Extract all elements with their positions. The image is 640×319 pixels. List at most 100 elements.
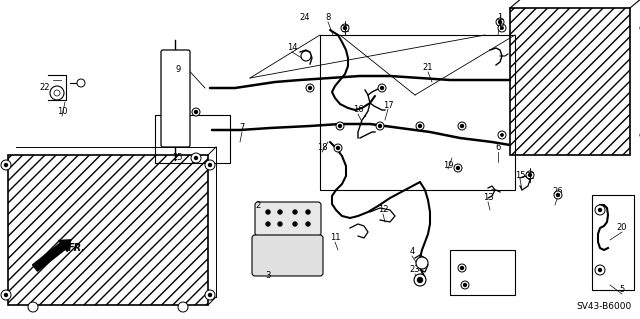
Circle shape [306, 210, 310, 214]
Circle shape [378, 84, 386, 92]
Circle shape [499, 20, 502, 24]
Text: 4: 4 [410, 248, 415, 256]
Circle shape [337, 146, 339, 150]
Circle shape [50, 86, 64, 100]
Circle shape [463, 284, 467, 286]
Text: 24: 24 [300, 13, 310, 23]
FancyBboxPatch shape [161, 50, 190, 147]
Text: 3: 3 [266, 271, 271, 279]
Circle shape [500, 134, 503, 136]
Circle shape [381, 86, 383, 90]
Circle shape [456, 167, 460, 169]
Circle shape [598, 209, 602, 211]
FancyBboxPatch shape [255, 202, 321, 236]
Circle shape [496, 18, 504, 26]
Circle shape [336, 122, 344, 130]
Text: 10: 10 [57, 108, 67, 116]
Circle shape [278, 222, 282, 226]
Circle shape [191, 153, 201, 163]
Circle shape [339, 124, 342, 128]
Text: SV43-B6000: SV43-B6000 [577, 302, 632, 311]
Circle shape [376, 122, 384, 130]
Text: 2: 2 [255, 201, 260, 210]
Bar [450, 250, 515, 295]
Circle shape [526, 171, 534, 179]
Text: FR.: FR. [68, 243, 86, 253]
Circle shape [454, 164, 462, 172]
Circle shape [458, 122, 466, 130]
Circle shape [595, 205, 605, 215]
Circle shape [458, 264, 466, 272]
Circle shape [1, 290, 11, 300]
Circle shape [598, 269, 602, 271]
Circle shape [192, 108, 200, 116]
Circle shape [498, 24, 506, 32]
Bar [592, 195, 634, 290]
Circle shape [278, 210, 282, 214]
Circle shape [344, 26, 346, 29]
Text: 8: 8 [325, 13, 331, 23]
Text: 7: 7 [239, 123, 244, 132]
Text: 5: 5 [620, 286, 625, 294]
Circle shape [293, 210, 297, 214]
Circle shape [205, 290, 215, 300]
Circle shape [557, 194, 559, 197]
Text: 9: 9 [175, 65, 180, 75]
Circle shape [595, 265, 605, 275]
Circle shape [414, 274, 426, 286]
Text: 17: 17 [383, 100, 394, 109]
Circle shape [195, 110, 198, 114]
Text: 15: 15 [515, 170, 525, 180]
Circle shape [498, 131, 506, 139]
Circle shape [1, 160, 11, 170]
Bar [320, 35, 515, 190]
Circle shape [301, 51, 311, 61]
Bar [510, 8, 630, 155]
Circle shape [554, 191, 562, 199]
Text: 21: 21 [423, 63, 433, 72]
Circle shape [209, 293, 211, 296]
Text: 1: 1 [497, 13, 502, 23]
Bar [8, 155, 208, 305]
Circle shape [416, 122, 424, 130]
Text: 19: 19 [443, 160, 453, 169]
Text: 13: 13 [483, 194, 493, 203]
Circle shape [419, 124, 422, 128]
Circle shape [308, 86, 312, 90]
Circle shape [461, 124, 463, 128]
FancyArrow shape [33, 240, 71, 271]
Text: 20: 20 [617, 224, 627, 233]
Circle shape [461, 281, 469, 289]
Circle shape [266, 210, 270, 214]
Circle shape [4, 293, 8, 296]
Circle shape [378, 124, 381, 128]
Circle shape [334, 144, 342, 152]
Text: 22: 22 [40, 84, 51, 93]
Text: 26: 26 [553, 188, 563, 197]
Circle shape [209, 164, 211, 167]
Circle shape [416, 257, 428, 269]
Text: 11: 11 [330, 234, 340, 242]
Circle shape [178, 302, 188, 312]
Circle shape [293, 222, 297, 226]
Text: 6: 6 [495, 144, 500, 152]
Circle shape [529, 174, 531, 176]
Text: 25: 25 [173, 153, 183, 162]
Circle shape [461, 266, 463, 270]
Text: 14: 14 [287, 43, 297, 53]
Circle shape [306, 84, 314, 92]
Circle shape [4, 164, 8, 167]
Circle shape [266, 222, 270, 226]
Circle shape [195, 157, 198, 160]
Circle shape [341, 24, 349, 32]
Circle shape [28, 302, 38, 312]
Circle shape [77, 79, 85, 87]
Circle shape [306, 222, 310, 226]
Text: 12: 12 [378, 205, 388, 214]
Text: 23: 23 [410, 265, 420, 275]
Circle shape [417, 278, 422, 283]
Circle shape [205, 160, 215, 170]
Text: 18: 18 [317, 144, 327, 152]
Circle shape [54, 90, 60, 96]
Circle shape [500, 27, 503, 29]
